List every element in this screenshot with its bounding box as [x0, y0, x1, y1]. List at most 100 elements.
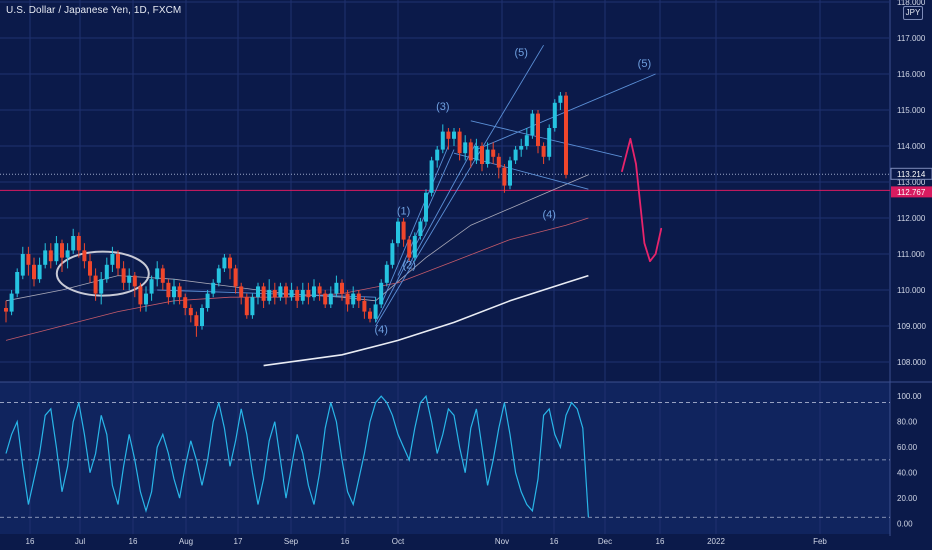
candle — [412, 232, 417, 262]
candle-body — [418, 221, 423, 236]
candle-body — [412, 236, 417, 258]
candle — [71, 228, 76, 254]
candle — [289, 282, 294, 301]
candle-body — [194, 315, 199, 326]
candle-body — [71, 236, 76, 251]
candle-body — [60, 243, 64, 258]
candle — [334, 275, 339, 298]
candle-body — [351, 293, 356, 305]
candle — [149, 275, 154, 301]
candle-body — [9, 293, 14, 312]
candle-body — [15, 272, 20, 294]
projection-path — [621, 137, 663, 263]
candle-body — [200, 308, 204, 326]
candle — [480, 142, 484, 172]
candle — [127, 268, 132, 290]
candle — [233, 264, 238, 294]
candle-body — [390, 243, 395, 265]
candle — [345, 290, 350, 312]
candle — [144, 286, 148, 312]
candle-body — [440, 131, 445, 150]
candle — [272, 282, 277, 305]
candle-body — [541, 146, 546, 157]
candle — [373, 297, 378, 323]
candle-body — [144, 293, 148, 305]
candle-body — [166, 282, 171, 298]
wave-label: (4) — [374, 324, 387, 336]
candle-body — [216, 268, 221, 283]
y-tick-label: 110.000 — [897, 286, 926, 295]
candle-body — [65, 250, 70, 258]
y-tick-label: 113.000 — [897, 178, 926, 187]
candle — [278, 282, 283, 301]
candle — [396, 218, 400, 247]
candle-body — [519, 146, 524, 150]
candle-body — [513, 149, 518, 161]
y-tick-label: 109.000 — [897, 322, 926, 331]
candle — [300, 282, 305, 305]
candle — [536, 110, 540, 154]
candle-body — [424, 192, 428, 222]
candle — [284, 282, 288, 305]
osc-y-tick-label: 80.00 — [897, 418, 918, 427]
candle — [93, 268, 98, 301]
candle — [54, 236, 59, 265]
candle — [205, 290, 210, 312]
candle-body — [407, 239, 412, 258]
candle-body — [284, 286, 288, 298]
x-tick-label: Jul — [75, 537, 85, 546]
oscillator-panel — [0, 382, 890, 534]
x-tick-label: Nov — [495, 537, 509, 546]
osc-y-tick-label: 0.00 — [897, 520, 913, 529]
candle — [267, 279, 272, 305]
candle-body — [160, 268, 165, 283]
candle-body — [345, 293, 350, 305]
candle-body — [289, 290, 294, 298]
candle — [468, 138, 473, 168]
candle — [138, 282, 143, 312]
candle-body — [110, 254, 115, 265]
candle-body — [362, 300, 367, 312]
x-tick-label: Aug — [179, 537, 193, 546]
candle — [340, 279, 344, 301]
moving-average-line — [263, 274, 589, 367]
candle-body — [4, 308, 8, 312]
candle — [183, 293, 188, 316]
candle-body — [104, 264, 109, 280]
candle — [228, 254, 232, 280]
y-tick-label: 114.000 — [897, 142, 926, 151]
x-tick-label: Sep — [284, 537, 299, 546]
candle-body — [121, 268, 126, 283]
candle — [407, 236, 412, 262]
candle-body — [127, 275, 132, 283]
candle — [317, 282, 322, 301]
currency-badge[interactable]: JPY — [903, 6, 923, 20]
candle-body — [558, 95, 563, 103]
candle-body — [93, 275, 98, 294]
candle-body — [20, 254, 25, 276]
candle — [519, 138, 524, 157]
osc-y-tick-label: 60.00 — [897, 443, 918, 452]
candle — [457, 128, 462, 161]
candle — [452, 128, 456, 146]
candle — [4, 300, 8, 323]
candle-body — [256, 286, 260, 298]
candle — [177, 282, 182, 305]
candle — [485, 142, 490, 168]
candle-body — [54, 243, 59, 262]
candle-body — [530, 113, 535, 136]
candle-body — [463, 142, 468, 154]
candle — [216, 264, 221, 287]
candle — [564, 92, 568, 179]
candle — [211, 279, 216, 298]
oscillator-line — [5, 394, 589, 518]
candle-body — [211, 282, 216, 294]
candle-body — [149, 279, 154, 294]
wave-label: (3) — [436, 101, 449, 113]
candle — [368, 308, 372, 323]
wave-trend-line — [157, 289, 376, 298]
candle-body — [312, 286, 316, 298]
candle-body — [564, 95, 568, 175]
candle-body — [99, 279, 104, 294]
